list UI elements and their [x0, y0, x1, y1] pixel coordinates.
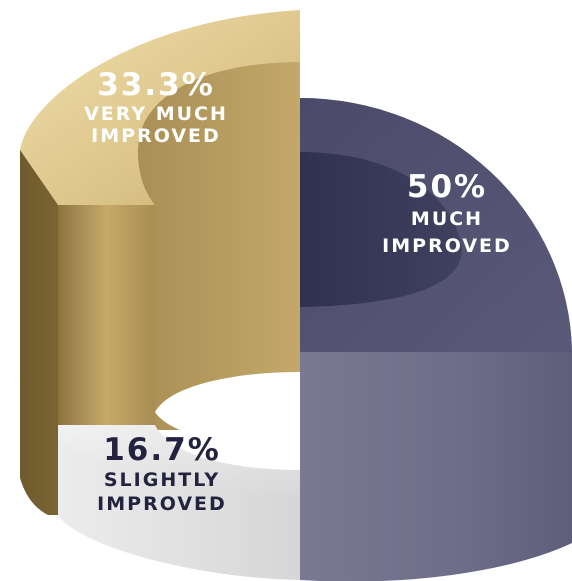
- slice-slightly-improved-label-line2: IMPROVED: [97, 493, 227, 515]
- slice-much-improved-label-line1: MUCH: [411, 208, 483, 230]
- slice-slightly-improved-value: 16.7%: [103, 432, 221, 468]
- slice-very-much-improved-label-line2: IMPROVED: [91, 125, 221, 147]
- label-much-improved: 50% MUCH IMPROVED: [382, 169, 512, 257]
- slice-much-improved: [300, 98, 572, 581]
- label-very-much-improved: 33.3% VERY MUCH IMPROVED: [84, 67, 228, 147]
- slice-very-much-improved-cut-face: [58, 205, 155, 425]
- slice-very-much-improved-top: [20, 10, 300, 205]
- slice-much-improved-value: 50%: [407, 169, 487, 205]
- slice-slightly-improved-label-line1: SLIGHTLY: [104, 469, 220, 491]
- slice-very-much-improved-value: 33.3%: [97, 67, 215, 103]
- slice-much-improved-label-line2: IMPROVED: [382, 235, 512, 257]
- slice-very-much-improved-inner-wall: [138, 62, 300, 430]
- slice-very-much-improved-label-line1: VERY MUCH: [84, 103, 228, 125]
- slice-slightly-improved: [58, 372, 300, 580]
- slice-slightly-improved-hole-shadow: [155, 372, 300, 448]
- label-slightly-improved: 16.7% SLIGHTLY IMPROVED: [97, 432, 227, 515]
- slice-much-improved-inner-wall: [300, 152, 462, 307]
- slice-slightly-improved-top: [58, 425, 300, 495]
